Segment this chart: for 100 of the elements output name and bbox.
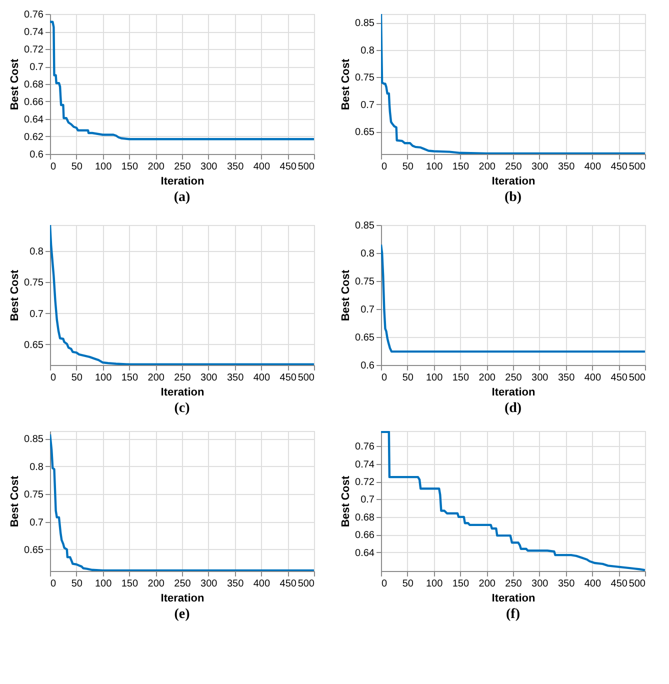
y-axis-title: Best Cost (340, 269, 352, 322)
x-tick-label: 450 (610, 162, 628, 172)
x-tick-label: 250 (174, 162, 192, 172)
x-tick-label: 150 (452, 372, 470, 384)
x-axis-title: Iteration (492, 176, 536, 188)
x-tick-label: 250 (505, 162, 522, 172)
x-axis-title: Iteration (492, 592, 536, 604)
x-tick-label: 300 (200, 578, 218, 590)
y-tick-label: 0.85 (355, 18, 375, 30)
y-tick-label: 0.7 (30, 517, 44, 528)
x-tick-label: 0 (50, 578, 56, 590)
x-tick-label: 150 (121, 578, 138, 590)
text: (f) (506, 607, 520, 622)
y-tick-label: 0.66 (355, 530, 375, 542)
x-tick-label: 500 (298, 578, 315, 590)
y-tick-label: 0.7 (360, 100, 375, 111)
x-tick-label: 200 (478, 578, 496, 590)
x-tick-label: 400 (584, 162, 602, 172)
x-tick-label: 150 (452, 162, 470, 172)
x-tick-label: 150 (121, 162, 138, 172)
x-tick-label: 350 (558, 578, 576, 590)
x-tick-label: 500 (628, 578, 646, 590)
text: (c) (174, 401, 190, 416)
x-tick-label: 250 (505, 372, 522, 384)
text: (b) (504, 190, 522, 205)
y-tick-label: 0.7 (360, 494, 375, 506)
line-series (50, 20, 314, 140)
y-tick-label: 0.64 (355, 548, 375, 559)
y-axis-title: Best Cost (9, 58, 22, 110)
x-tick-label: 300 (200, 372, 218, 384)
x-tick-label: 450 (280, 578, 297, 590)
y-tick-label: 0.74 (355, 459, 375, 470)
x-tick-label: 400 (253, 372, 270, 384)
x-axis-title: Iteration (160, 386, 204, 398)
y-tick-label: 0.74 (24, 27, 44, 38)
y-tick-label: 0.72 (355, 477, 375, 488)
x-tick-label: 100 (426, 162, 444, 172)
y-tick-label: 0.75 (24, 490, 44, 501)
x-tick-label: 350 (226, 162, 244, 172)
x-tick-label: 50 (71, 162, 83, 172)
x-tick-label: 200 (478, 372, 496, 384)
y-tick-label: 0.76 (24, 10, 44, 20)
y-tick-label: 0.65 (24, 340, 44, 351)
x-tick-label: 100 (94, 578, 112, 590)
x-tick-label: 300 (532, 162, 549, 172)
y-axis-title: Best Cost (340, 475, 352, 528)
x-tick-label: 50 (402, 162, 414, 172)
text: (e) (174, 607, 190, 622)
x-tick-label: 450 (280, 162, 297, 172)
text: (d) (504, 401, 522, 416)
y-tick-label: 0.75 (24, 278, 44, 289)
x-tick-label: 250 (174, 372, 192, 384)
x-axis-title: Iteration (160, 176, 204, 188)
x-tick-label: 150 (452, 578, 470, 590)
x-tick-label: 0 (50, 372, 56, 384)
y-tick-label: 0.8 (360, 248, 375, 260)
y-axis-title: Best Cost (9, 475, 22, 528)
y-tick-label: 0.68 (355, 512, 375, 524)
x-tick-label: 50 (71, 372, 83, 384)
x-tick-label: 0 (382, 578, 388, 590)
x-axis-title: Iteration (160, 592, 204, 604)
y-tick-label: 0.75 (355, 72, 375, 84)
x-tick-label: 50 (71, 578, 83, 590)
x-tick-label: 250 (174, 578, 192, 590)
x-tick-label: 200 (148, 372, 165, 384)
y-tick-label: 0.64 (24, 114, 44, 126)
y-tick-label: 0.65 (24, 544, 44, 556)
y-tick-label: 0.7 (30, 62, 44, 73)
x-tick-label: 0 (382, 162, 388, 172)
y-tick-label: 0.65 (355, 127, 375, 138)
x-tick-label: 400 (584, 372, 602, 384)
x-tick-label: 400 (253, 162, 270, 172)
x-tick-label: 0 (50, 162, 56, 172)
x-tick-label: 100 (426, 372, 444, 384)
x-tick-label: 200 (148, 578, 165, 590)
x-tick-label: 400 (584, 578, 602, 590)
x-tick-label: 300 (532, 372, 549, 384)
y-tick-label: 0.85 (355, 220, 375, 232)
x-tick-label: 100 (94, 162, 112, 172)
x-tick-label: 400 (253, 578, 270, 590)
x-tick-label: 500 (298, 162, 315, 172)
x-tick-label: 150 (121, 372, 138, 384)
y-tick-label: 0.85 (24, 434, 44, 446)
x-tick-label: 500 (628, 372, 646, 384)
x-tick-label: 450 (610, 578, 628, 590)
y-tick-label: 0.6 (360, 360, 375, 372)
x-tick-label: 300 (200, 162, 218, 172)
y-tick-label: 0.8 (30, 462, 44, 473)
y-tick-label: 0.7 (360, 304, 375, 316)
y-axis-title: Best Cost (9, 269, 22, 322)
y-tick-label: 0.72 (24, 44, 44, 56)
x-axis-title: Iteration (492, 386, 536, 398)
y-tick-label: 0.6 (30, 150, 44, 160)
y-tick-label: 0.75 (355, 276, 375, 288)
line-series (381, 244, 645, 353)
x-tick-label: 50 (402, 578, 414, 590)
x-tick-label: 100 (94, 372, 112, 384)
y-tick-label: 0.65 (355, 332, 375, 344)
x-tick-label: 200 (478, 162, 496, 172)
y-tick-label: 0.8 (360, 45, 375, 56)
